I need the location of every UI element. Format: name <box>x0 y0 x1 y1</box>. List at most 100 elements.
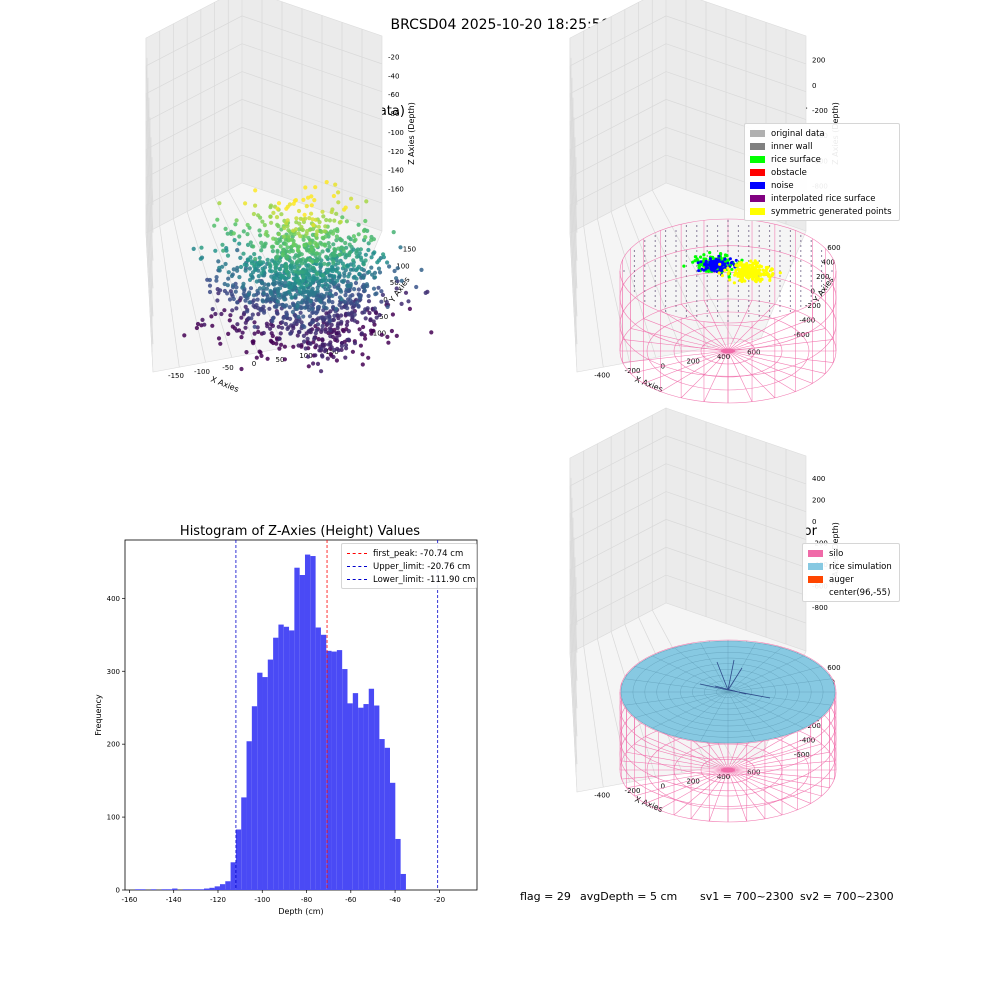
scatter-point <box>254 279 259 284</box>
scatter-point <box>280 253 285 258</box>
scatter-point <box>260 299 266 304</box>
scatter-point <box>290 260 295 265</box>
histogram-bar <box>384 747 390 890</box>
interpolated-point <box>727 285 729 287</box>
interpolated-point <box>810 290 812 292</box>
z-tick-label: -60 <box>388 91 399 99</box>
scatter-point <box>348 250 353 255</box>
symmetric-point <box>750 274 754 278</box>
scatter-point <box>368 317 373 322</box>
scatter-point <box>198 256 203 261</box>
scatter-point <box>226 276 231 281</box>
scatter-point <box>305 229 310 234</box>
scatter-point <box>346 274 351 279</box>
interpolated-point <box>769 240 771 242</box>
symmetric-point <box>743 279 747 283</box>
legend-entry-interpolated: interpolated rice surface <box>750 192 894 205</box>
scatter-point <box>328 309 333 314</box>
scatter-point <box>281 274 286 279</box>
scatter-point <box>261 285 266 291</box>
symmetric-point <box>726 272 730 276</box>
scatter-point <box>310 276 315 281</box>
scatter-point <box>359 257 364 262</box>
interpolated-point <box>675 275 677 277</box>
scatter-point <box>315 288 320 293</box>
horizontal-grid-line <box>569 126 807 317</box>
scatter-point <box>336 190 341 195</box>
scatter-point <box>346 311 351 316</box>
scatter-point <box>257 286 263 291</box>
scatter-point <box>377 270 383 275</box>
scatter-point <box>340 215 345 220</box>
interpolated-point <box>654 290 656 292</box>
scatter-point <box>285 326 290 331</box>
scatter-point <box>265 356 270 361</box>
scatter-point <box>289 265 294 270</box>
scatter-point <box>315 309 320 314</box>
histogram-bar <box>235 829 242 890</box>
interpolated-point <box>800 260 802 262</box>
histogram-bar <box>331 651 337 890</box>
scatter-point <box>244 350 249 355</box>
y-tick-label: 400 <box>107 595 120 603</box>
scatter-point <box>334 358 339 363</box>
floor-grid-line <box>597 638 630 783</box>
rice-mesh-spoke <box>624 691 729 706</box>
interpolated-point <box>665 260 667 262</box>
scatter-point <box>320 249 325 254</box>
interpolated-point <box>696 300 698 302</box>
scatter-point <box>369 255 374 260</box>
interpolated-point <box>675 310 677 312</box>
scatter-point <box>195 321 201 327</box>
interpolated-point <box>717 235 719 237</box>
scatter-point <box>323 329 328 334</box>
scatter-point <box>246 292 251 297</box>
z-tick-label: -20 <box>388 53 399 61</box>
interpolated-point <box>696 315 698 317</box>
scatter-point <box>332 228 337 233</box>
histogram-bar <box>241 797 247 890</box>
scatter-point <box>334 335 339 340</box>
interpolated-point <box>769 230 771 232</box>
scatter-point <box>269 274 274 279</box>
scatter-point <box>286 280 291 285</box>
interpolated-point <box>800 305 802 307</box>
z-tick-label: -160 <box>388 186 404 194</box>
scatter-point <box>252 252 257 257</box>
x-tick-label: 400 <box>717 773 730 781</box>
scatter-point <box>363 218 368 224</box>
interpolated-point <box>727 320 729 322</box>
scatter-point <box>414 284 419 290</box>
symmetric-point <box>733 273 737 277</box>
scatter-point <box>391 230 396 235</box>
scatter-point <box>301 197 306 202</box>
y-tick-label: 600 <box>827 664 840 672</box>
scatter-point <box>231 296 236 302</box>
scatter-point <box>269 269 274 274</box>
scatter-point <box>269 244 275 249</box>
symmetric-point <box>732 281 737 285</box>
interpolated-point <box>675 305 677 307</box>
scatter-point <box>298 306 304 311</box>
scatter-point <box>235 268 240 273</box>
scatter-point <box>361 262 366 267</box>
scatter-point <box>352 341 358 346</box>
interpolated-point <box>654 280 656 282</box>
interpolated-point <box>789 235 792 237</box>
horizontal-grid-line <box>569 154 807 345</box>
scatter-point <box>281 247 286 252</box>
scatter-point <box>276 201 282 206</box>
scatter-point <box>258 259 263 264</box>
interpolated-point <box>758 315 760 317</box>
interpolated-point <box>727 315 729 317</box>
scatter-point <box>343 205 348 210</box>
interpolated-point <box>685 225 688 227</box>
scatter-point <box>369 265 374 270</box>
scatter-point <box>231 231 236 236</box>
scatter-point <box>330 264 335 269</box>
scatter-point <box>320 342 325 347</box>
scatter-point <box>270 249 275 254</box>
scatter-point <box>290 309 295 315</box>
x-tick-label: -400 <box>594 792 610 800</box>
noise-point <box>726 261 730 265</box>
